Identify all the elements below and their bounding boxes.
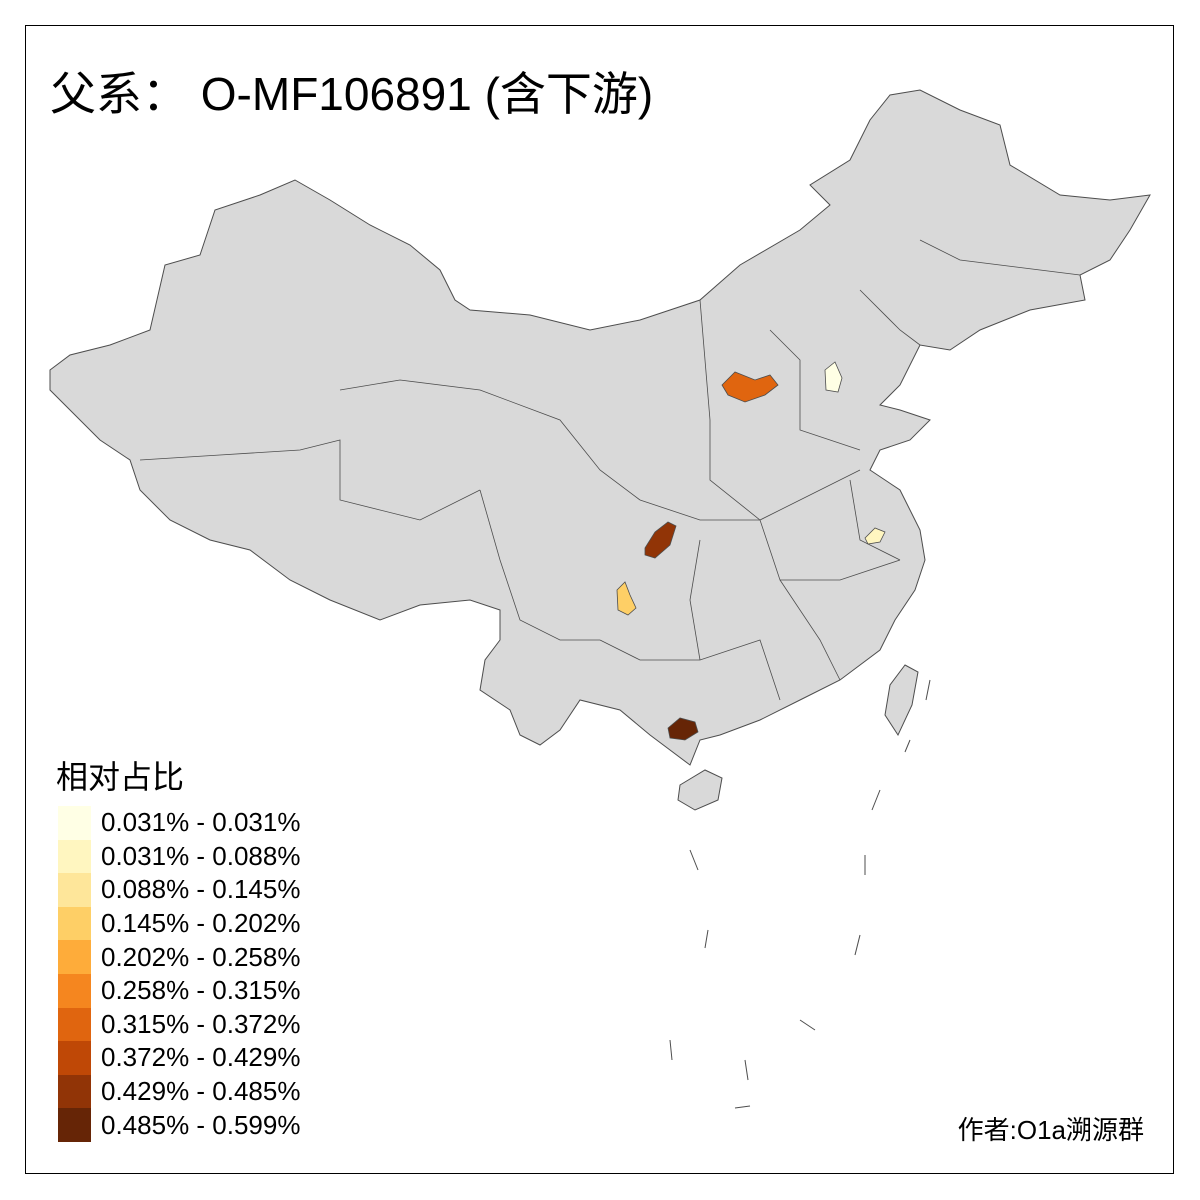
highlighted-regions: [616, 361, 886, 741]
region-shanxi-north: [721, 371, 779, 403]
legend-swatch: [58, 1108, 91, 1142]
legend-item: 0.372% - 0.429%: [58, 1041, 300, 1075]
legend-item: 0.315% - 0.372%: [58, 1007, 301, 1042]
legend-item: 0.485% - 0.599%: [58, 1108, 300, 1142]
region-guangxi-south: [667, 717, 699, 741]
legend-item: 0.145% - 0.202%: [58, 906, 301, 941]
region-hebei: [824, 361, 843, 393]
legend-label: 0.429% - 0.485%: [101, 1076, 301, 1107]
legend-title: 相对占比: [56, 759, 185, 795]
legend-swatch: [58, 906, 91, 941]
legend-label: 0.372% - 0.429%: [101, 1042, 301, 1073]
legend-swatch: [58, 1074, 91, 1109]
legend-item: 0.258% - 0.315%: [58, 973, 301, 1008]
hainan-island: [677, 769, 723, 811]
legend-swatch: [58, 940, 91, 974]
legend-item: 0.031% - 0.088%: [58, 839, 301, 874]
legend-label: 0.145% - 0.202%: [101, 908, 301, 939]
legend-label: 0.031% - 0.088%: [101, 840, 301, 871]
legend: 0.031% - 0.031% 0.031% - 0.088% 0.088% - 0…: [58, 806, 300, 1142]
legend-item: 0.202% - 0.258%: [58, 940, 300, 974]
legend-label: 0.088% - 0.145%: [101, 874, 301, 905]
legend-label: 0.031% - 0.031%: [101, 807, 301, 838]
legend-item: 0.031% - 0.031%: [58, 806, 300, 840]
legend-swatch: [58, 839, 91, 874]
legend-swatch: [58, 973, 91, 1008]
legend-label: 0.258% - 0.315%: [101, 975, 301, 1006]
region-guizhou: [616, 581, 637, 616]
region-anhui: [864, 527, 886, 545]
legend-swatch: [58, 1007, 91, 1042]
legend-swatch: [58, 806, 91, 840]
legend-label: 0.315% - 0.372%: [101, 1008, 301, 1039]
taiwan-island: [884, 664, 919, 737]
china-mainland: [49, 89, 1151, 766]
legend-label: 0.202% - 0.258%: [101, 941, 301, 972]
south-china-sea-islands: [669, 679, 931, 1109]
legend-item: 0.429% - 0.485%: [58, 1074, 301, 1109]
author-credit: 作者:O1a溯源群: [957, 1115, 1144, 1145]
map-frame: [25, 25, 1174, 1174]
region-chongqing: [644, 521, 677, 559]
map-title: 父系： O-MF106891 (含下游): [50, 68, 654, 120]
legend-label: 0.485% - 0.599%: [101, 1109, 301, 1140]
legend-swatch: [58, 1041, 91, 1075]
province-borders: [139, 239, 1081, 701]
legend-item: 0.088% - 0.145%: [58, 873, 300, 907]
legend-swatch: [58, 873, 91, 907]
